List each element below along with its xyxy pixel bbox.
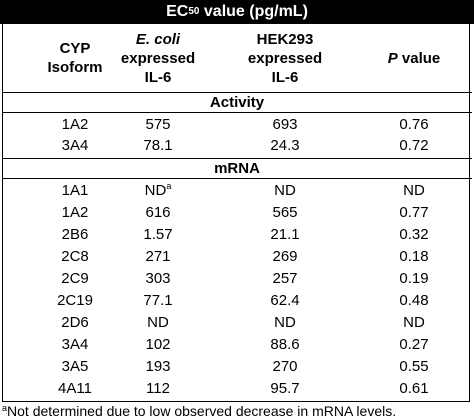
cell-hek: 269 bbox=[272, 248, 298, 265]
cell-ecoli: 1.57 bbox=[143, 226, 173, 243]
table-row: 3A5 193 270 0.55 bbox=[0, 356, 474, 377]
title-subscript: 50 bbox=[188, 6, 200, 17]
cell-hek: 24.3 bbox=[270, 137, 300, 154]
cell-ecoli: 616 bbox=[145, 204, 171, 221]
divider-header bbox=[2, 92, 472, 93]
header-ecoli-line1: E. coli bbox=[135, 30, 181, 48]
header-ecoli-line3: IL-6 bbox=[144, 68, 172, 86]
cell-isoform: 3A5 bbox=[61, 358, 89, 375]
cell-isoform: 2C19 bbox=[57, 292, 93, 309]
cell-p: ND bbox=[403, 182, 425, 199]
footnote-text: Not determined due to low observed decre… bbox=[7, 403, 397, 419]
cell-hek: 88.6 bbox=[270, 336, 300, 353]
cell-p: 0.55 bbox=[399, 358, 429, 375]
header-hek-line1: HEK293 bbox=[256, 30, 314, 48]
cell-p: 0.27 bbox=[399, 336, 429, 353]
header-p-letter: P bbox=[387, 49, 398, 67]
footnote-marker-a: a bbox=[166, 181, 172, 191]
cell-hek: ND bbox=[274, 314, 296, 331]
cell-ecoli: NDa bbox=[103, 180, 213, 201]
cell-ecoli-value: 78.1 bbox=[143, 137, 173, 154]
cell-ecoli: 193 bbox=[145, 358, 171, 375]
cell-isoform: 2B6 bbox=[61, 226, 89, 243]
cell-ecoli: 575 bbox=[103, 114, 213, 135]
cell-hek: 62.4 bbox=[270, 292, 300, 309]
cell-isoform: 1A2 bbox=[61, 116, 89, 133]
table-row: 1A2 616 565 0.77 bbox=[0, 202, 474, 223]
table-row: 2C9 303 257 0.19 bbox=[0, 268, 474, 289]
section-mrna: mRNA bbox=[214, 159, 260, 177]
table-row: 3A4 78.1 24.3 0.72 bbox=[0, 135, 474, 156]
header-hek-line2: expressed bbox=[247, 49, 323, 67]
header-hek293: HEK293 expressed IL-6 bbox=[230, 24, 340, 92]
title-suffix: value (pg/mL) bbox=[199, 3, 308, 20]
cell-p: 0.61 bbox=[399, 380, 429, 397]
table-row: 2C8 271 269 0.18 bbox=[0, 246, 474, 267]
cell-isoform: 3A4 bbox=[61, 137, 89, 154]
header-p-value-text: P value bbox=[388, 49, 441, 68]
divider-mrna-top bbox=[2, 158, 472, 159]
footnote-marker: a bbox=[2, 403, 8, 413]
cell-hek: 270 bbox=[272, 358, 298, 375]
section-activity: Activity bbox=[209, 93, 265, 111]
cell-p: 0.48 bbox=[399, 292, 429, 309]
cell-p: 0.72 bbox=[399, 137, 429, 154]
cell-isoform: 2C9 bbox=[61, 270, 89, 287]
header-p-rest: value bbox=[397, 49, 441, 67]
table-row: 2C19 77.1 62.4 0.48 bbox=[0, 290, 474, 311]
table-row: 2B6 1.57 21.1 0.32 bbox=[0, 224, 474, 245]
cell-isoform: 4A11 bbox=[58, 380, 92, 397]
table-row: 2D6 ND ND ND bbox=[0, 312, 474, 333]
cell-isoform: 1A2 bbox=[61, 204, 89, 221]
cell-isoform: 1A1 bbox=[61, 182, 89, 199]
table-row: 3A4 102 88.6 0.27 bbox=[0, 334, 474, 355]
cell-ecoli: 112 bbox=[146, 380, 170, 397]
cell-ecoli: 271 bbox=[145, 248, 171, 265]
cell-ecoli-value: 575 bbox=[145, 116, 171, 133]
table-title: EC 50 value (pg/mL) bbox=[0, 0, 474, 24]
cell-ecoli: ND bbox=[147, 314, 169, 331]
divider-activity bbox=[2, 112, 472, 113]
cell-p: ND bbox=[403, 314, 425, 331]
title-prefix: EC bbox=[166, 3, 189, 20]
header-hek-line3: IL-6 bbox=[271, 68, 299, 86]
cell-p: 0.18 bbox=[399, 248, 429, 265]
cell-hek: 21.1 bbox=[270, 226, 300, 243]
table-frame bbox=[2, 24, 470, 402]
cell-ecoli: 78.1 bbox=[103, 135, 213, 156]
cell-ecoli-value: ND bbox=[144, 182, 167, 199]
header-p-value: P value bbox=[364, 24, 464, 92]
column-headers: CYP Isoform E. coli expressed IL-6 HEK29… bbox=[0, 24, 474, 92]
cell-hek: 565 bbox=[272, 204, 298, 221]
table-row: 4A11 112 95.7 0.61 bbox=[0, 378, 474, 399]
header-ecoli-line2: expressed bbox=[120, 49, 196, 67]
divider-mrna bbox=[2, 178, 472, 179]
table-footnote: aNot determined due to low observed decr… bbox=[2, 403, 474, 420]
cell-hek: ND bbox=[274, 182, 296, 199]
cell-isoform: 2C8 bbox=[61, 248, 89, 265]
header-ecoli: E. coli expressed IL-6 bbox=[103, 24, 213, 92]
cell-p: 0.77 bbox=[399, 204, 429, 221]
cell-hek: 693 bbox=[272, 116, 298, 133]
cell-isoform: 3A4 bbox=[61, 336, 89, 353]
cell-ecoli: 303 bbox=[145, 270, 171, 287]
cell-hek: 95.7 bbox=[270, 380, 300, 397]
table-row: 1A1 NDa ND ND bbox=[0, 180, 474, 201]
header-cyp-line2: Isoform bbox=[47, 59, 103, 76]
cell-p: 0.76 bbox=[399, 116, 429, 133]
cell-ecoli: 77.1 bbox=[143, 292, 173, 309]
header-cyp-line1: CYP bbox=[59, 40, 91, 57]
cell-p: 0.32 bbox=[399, 226, 429, 243]
cell-ecoli: 102 bbox=[145, 336, 171, 353]
header-cyp-isoform: CYP Isoform bbox=[0, 24, 150, 92]
cell-hek: 257 bbox=[272, 270, 298, 287]
cell-isoform: 2D6 bbox=[61, 314, 89, 331]
cell-p: 0.19 bbox=[399, 270, 429, 287]
table-row: 1A2 575 693 0.76 bbox=[0, 114, 474, 135]
